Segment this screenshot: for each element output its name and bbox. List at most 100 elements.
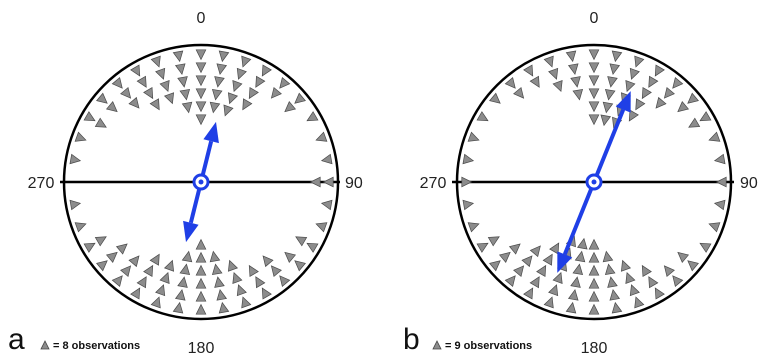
panel-a-marker-340-0 bbox=[150, 55, 161, 68]
panel-a-marker-330-3 bbox=[149, 98, 160, 111]
panel-a-marker-290-0 bbox=[74, 131, 87, 142]
panel-a-marker-230-1 bbox=[105, 251, 118, 263]
panel-a-marker-190-4 bbox=[181, 250, 193, 263]
panel-b-marker-290-0 bbox=[467, 131, 480, 142]
panel-a-marker-150-0 bbox=[261, 287, 272, 300]
panel-b-marker-150-0 bbox=[654, 287, 665, 300]
panel-a-marker-20-4 bbox=[223, 104, 234, 117]
panel-b-marker-90-0 bbox=[715, 176, 727, 188]
panel-b-marker-220-2 bbox=[521, 255, 533, 268]
panel-b-marker-20-1 bbox=[629, 67, 640, 80]
panel-a-markers bbox=[69, 49, 334, 315]
panel-b-marker-0-5 bbox=[588, 114, 600, 126]
panel-a-marker-10-1 bbox=[216, 63, 228, 75]
panel-a-marker-0-2 bbox=[195, 75, 207, 87]
panel-b-marker-240-0 bbox=[476, 242, 489, 253]
panel-a-marker-190-2 bbox=[177, 276, 188, 288]
panel-a-marker-0-4 bbox=[195, 101, 207, 113]
panel-a-marker-220-1 bbox=[120, 265, 132, 278]
panel-b-marker-120-0 bbox=[699, 242, 712, 253]
panel-a-marker-20-2 bbox=[232, 80, 243, 93]
panel-a-arrow-shaft-0 bbox=[200, 140, 214, 176]
panel-a-marker-130-1 bbox=[284, 251, 297, 263]
panel-b-marker-170-2 bbox=[607, 276, 618, 288]
panel-a-key-symbol bbox=[40, 340, 50, 350]
panel-a-marker-130-0 bbox=[294, 260, 306, 272]
panel-a-marker-320-1 bbox=[120, 86, 132, 99]
panel-b-marker-80-0 bbox=[713, 153, 726, 165]
panel-a-marker-200-1 bbox=[155, 284, 166, 297]
panel-a-arrow-head-0 bbox=[203, 121, 219, 144]
panel-a-label-270: 270 bbox=[28, 175, 55, 192]
panel-a-marker-180-3 bbox=[195, 264, 207, 276]
panel-a-marker-200-0 bbox=[150, 296, 161, 309]
panel-b-marker-160-1 bbox=[629, 284, 640, 297]
panel-b-marker-100-0 bbox=[713, 199, 726, 211]
panel-b-marker-220-1 bbox=[513, 265, 525, 278]
panel-b-label-0: 0 bbox=[590, 10, 599, 27]
panel-b-marker-350-3 bbox=[572, 88, 584, 101]
panel-b-key-text: = 9 observations bbox=[445, 340, 532, 352]
panel-b-mean-axis-arrows bbox=[557, 91, 631, 273]
panel-b-marker-20-2 bbox=[625, 80, 636, 93]
panel-a-marker-40-0 bbox=[279, 77, 291, 89]
panel-b-marker-140-0 bbox=[672, 275, 684, 287]
panel-b-marker-340-2 bbox=[552, 80, 563, 93]
panel-b-marker-30-0 bbox=[654, 64, 665, 77]
panel-a: 0 90 180 270 a = 8 observations bbox=[8, 10, 363, 357]
panel-a-marker-220-2 bbox=[128, 255, 140, 268]
panel-a-marker-10-0 bbox=[218, 50, 230, 63]
panel-a-marker-170-4 bbox=[209, 250, 221, 263]
panel-b-marker-150-2 bbox=[641, 264, 652, 277]
panel-a-marker-10-2 bbox=[214, 76, 225, 88]
panel-a-arrow-head-1 bbox=[183, 220, 199, 243]
panel-b-marker-180-3 bbox=[588, 264, 600, 276]
panel-a-arrow-shaft-1 bbox=[188, 188, 202, 224]
panel-a-marker-350-2 bbox=[177, 76, 188, 88]
panel-b-marker-230-0 bbox=[489, 260, 501, 272]
panel-b-marker-260-0 bbox=[462, 199, 475, 211]
panel-a-marker-180-0 bbox=[195, 303, 207, 315]
panel-a-marker-40-1 bbox=[270, 86, 282, 99]
panel-b-marker-0-1 bbox=[588, 62, 600, 74]
panel-a-marker-210-1 bbox=[136, 276, 147, 289]
panel-a-marker-110-0 bbox=[315, 222, 328, 233]
panel-b-marker-320-0 bbox=[504, 77, 516, 89]
panel-b-marker-140-1 bbox=[663, 265, 675, 278]
panel-b-marker-190-2 bbox=[570, 276, 581, 288]
panel-a-marker-230-0 bbox=[96, 260, 108, 272]
panel-b-letter: b bbox=[403, 323, 420, 356]
panel-a-marker-0-0 bbox=[195, 49, 207, 61]
panel-b-marker-0-3 bbox=[588, 88, 600, 100]
panel-b-marker-350-2 bbox=[570, 76, 581, 88]
panel-b-marker-210-0 bbox=[523, 287, 534, 300]
panel-a-marker-350-4 bbox=[181, 101, 193, 114]
panel-b-marker-10-2 bbox=[607, 76, 618, 88]
panel-b-marker-190-5 bbox=[576, 237, 588, 250]
panel-b-marker-110-0 bbox=[708, 222, 721, 233]
panel-a-label-90: 90 bbox=[345, 175, 363, 192]
panel-b-marker-190-4 bbox=[574, 250, 586, 263]
panel-b-arrow-head-0 bbox=[615, 91, 631, 113]
panel-b-marker-180-4 bbox=[588, 251, 600, 263]
panel-b-marker-210-2 bbox=[536, 264, 547, 277]
panel-a-marker-330-1 bbox=[136, 75, 147, 88]
panel-a-marker-190-0 bbox=[172, 301, 184, 314]
panel-a-marker-0-5 bbox=[195, 114, 207, 126]
panel-b-marker-20-0 bbox=[634, 55, 645, 68]
panel-b-marker-130-1 bbox=[677, 251, 690, 263]
panel-b-marker-30-3 bbox=[635, 98, 646, 111]
panel-b-marker-190-0 bbox=[565, 301, 577, 314]
panel-b-marker-30-4 bbox=[628, 109, 639, 122]
panel-a-marker-10-4 bbox=[209, 101, 221, 114]
panel-a-marker-150-1 bbox=[255, 276, 266, 289]
panel-b-marker-230-2 bbox=[508, 243, 521, 255]
panel-b-marker-130-0 bbox=[687, 260, 699, 272]
panel-a-marker-350-1 bbox=[174, 63, 186, 75]
panel-b-marker-10-4 bbox=[602, 101, 614, 114]
panel-a-marker-300-0 bbox=[83, 111, 96, 122]
panel-b-label-90: 90 bbox=[740, 175, 758, 192]
panel-b-marker-70-0 bbox=[708, 131, 721, 142]
panel-b-marker-330-1 bbox=[529, 75, 540, 88]
panel-b-marker-300-0 bbox=[476, 111, 489, 122]
